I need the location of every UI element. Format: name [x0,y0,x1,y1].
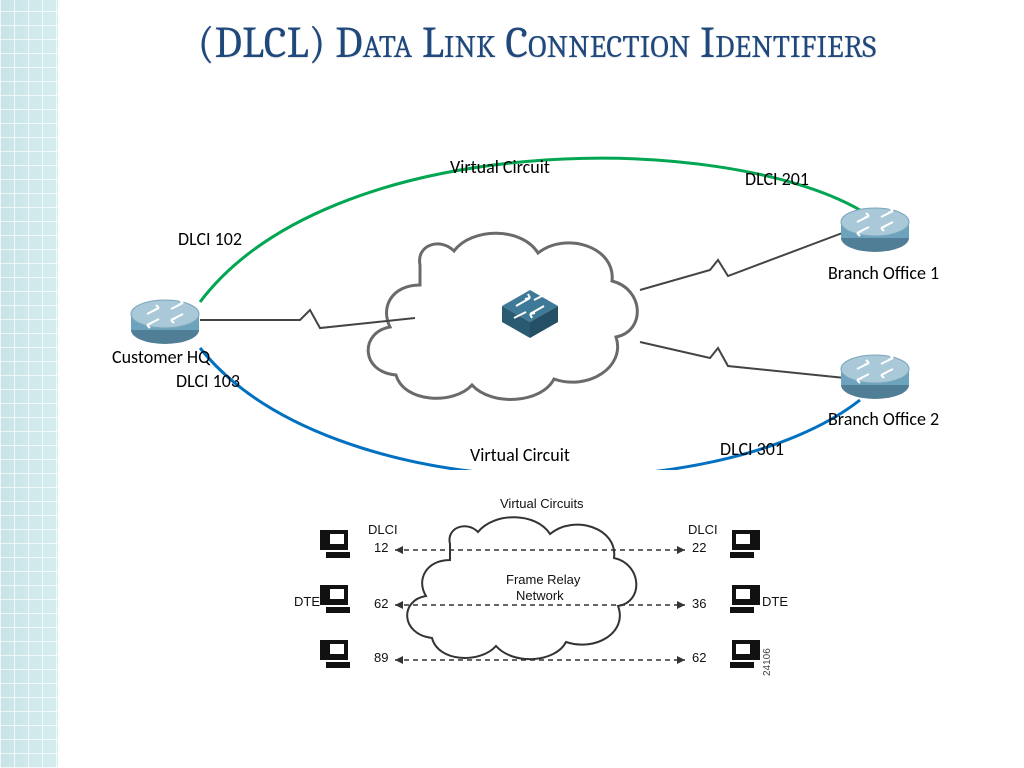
label-branch-1: Branch Office 1 [828,262,939,284]
terminals-left [320,530,350,668]
label-fr-network-2: Network [516,588,564,603]
label-dlci-103: DLCI 103 [176,370,240,392]
label-fr-network-1: Frame Relay [506,572,580,587]
label-vc-top: Virtual Circuit [450,156,550,178]
router-branch-1 [841,208,909,252]
label-vc-bottom: Virtual Circuit [470,444,570,466]
label-dte-right: DTE [762,594,788,609]
row1-left: 62 [374,596,388,611]
row2-right: 62 [692,650,706,665]
side-pattern [0,0,58,768]
row2-left: 89 [374,650,388,665]
label-customer-hq: Customer HQ [112,346,210,368]
label-branch-2: Branch Office 2 [828,408,939,430]
label-virtual-circuits: Virtual Circuits [500,496,584,511]
terminals-right [730,530,760,668]
bottom-diagram: Virtual Circuits Frame Relay Network DLC… [300,490,780,740]
router-branch-2 [841,355,909,399]
row1-right: 36 [692,596,706,611]
label-dlci-301: DLCI 301 [720,438,784,460]
row0-right: 22 [692,540,706,555]
label-dlci-right: DLCI [688,522,718,537]
page-title: (DLCL) Data Link Connection Identifiers [70,18,1004,69]
label-dte-left: DTE [294,594,320,609]
figure-id: 24106 [762,648,773,676]
label-dlci-201: DLCI 201 [745,168,809,190]
router-customer-hq [131,300,199,344]
row0-left: 12 [374,540,388,555]
label-dlci-102: DLCI 102 [178,228,242,250]
label-dlci-left: DLCI [368,522,398,537]
